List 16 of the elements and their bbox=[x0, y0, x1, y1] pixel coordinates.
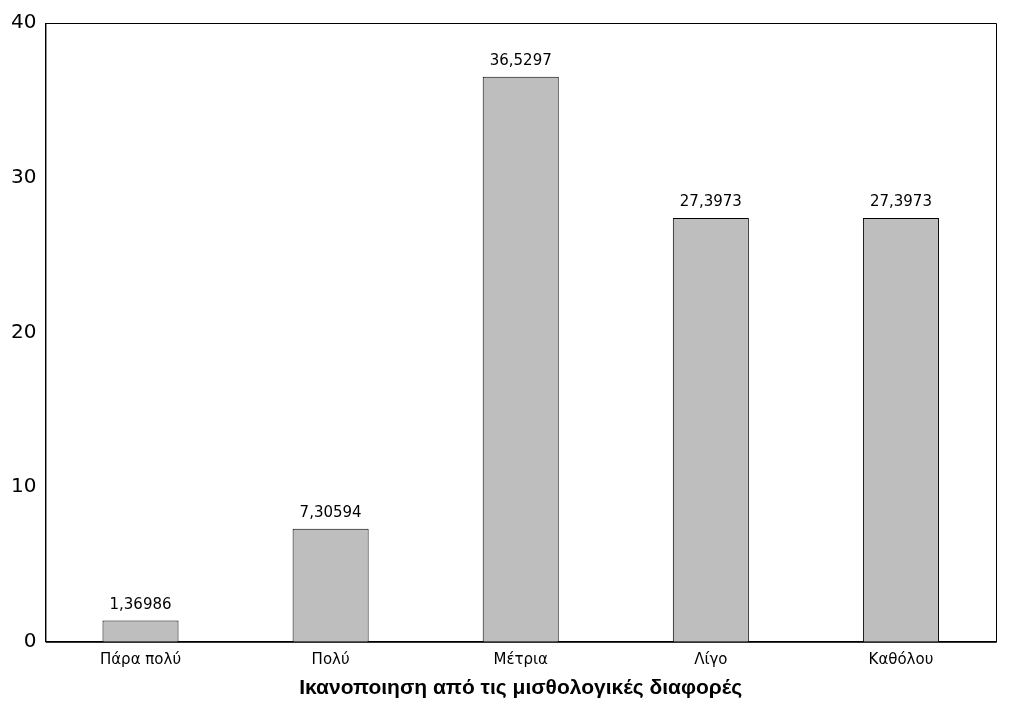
x-tick-label: Μέτρια bbox=[493, 649, 549, 668]
data-label: 7,30594 bbox=[299, 503, 362, 522]
y-tick-label: 40 bbox=[11, 9, 37, 34]
y-tick-label: 10 bbox=[11, 473, 37, 498]
data-label: 1,36986 bbox=[109, 595, 172, 613]
x-tick-label: Λίγο bbox=[694, 649, 728, 668]
y-tick-label: 0 bbox=[23, 628, 37, 652]
data-label: 27,3973 bbox=[869, 192, 932, 211]
x-axis-title: Ικανοποιηση από τις μισθολογικές διαφορές bbox=[299, 675, 743, 700]
data-label: 36,5297 bbox=[489, 51, 552, 70]
y-tick-label: 20 bbox=[11, 318, 37, 343]
data-label: 27,3973 bbox=[679, 192, 742, 211]
x-tick-label: Καθόλου bbox=[868, 649, 934, 668]
x-tick-label: Πάρα πολύ bbox=[99, 649, 182, 668]
y-tick-label: 30 bbox=[11, 163, 37, 188]
x-tick-label: Πολύ bbox=[311, 649, 350, 668]
